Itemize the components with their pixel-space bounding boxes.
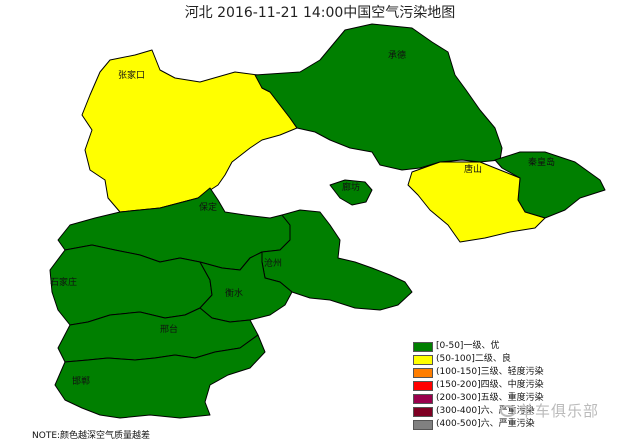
label-cangzhou: 沧州 (264, 257, 282, 269)
legend-label: (300-400]六、严重污染 (436, 406, 535, 416)
label-tangshan: 唐山 (464, 163, 482, 175)
label-handan: 邯郸 (72, 375, 90, 387)
legend: [0-50]一级、优 (50-100]二级、良 (100-150]三级、轻度污染… (413, 340, 544, 431)
legend-label: (400-500]六、严重污染 (436, 419, 535, 429)
label-xingtai: 邢台 (160, 323, 178, 335)
legend-swatch (413, 380, 433, 391)
watermark: 单车俱乐部 (500, 400, 599, 421)
region-handan[interactable] (54, 334, 266, 419)
legend-swatch (413, 354, 433, 365)
map-note: NOTE:颜色越深空气质量越差 (32, 431, 151, 441)
legend-item: (100-150]三级、轻度污染 (413, 366, 544, 379)
legend-label: (100-150]三级、轻度污染 (436, 367, 544, 377)
legend-item: (300-400]六、严重污染 (413, 405, 544, 418)
map-title: 河北 2016-11-21 14:00中国空气污染地图 (184, 5, 456, 21)
region-chengde[interactable] (254, 23, 503, 171)
legend-label: [0-50]一级、优 (436, 341, 500, 351)
label-hengshui: 衡水 (225, 287, 243, 299)
region-zhangjiakou[interactable] (81, 49, 298, 213)
legend-label: (200-300]五级、重度污染 (436, 393, 544, 403)
legend-swatch (413, 393, 433, 404)
label-baoding: 保定 (199, 201, 217, 213)
legend-item: (400-500]六、严重污染 (413, 418, 544, 431)
legend-swatch (413, 341, 433, 352)
label-shijiazhuang: 石家庄 (50, 276, 77, 288)
region-langfang[interactable] (329, 179, 373, 206)
legend-item: (150-200]四级、中度污染 (413, 379, 544, 392)
legend-swatch (413, 406, 433, 417)
label-langfang: 廊坊 (342, 181, 360, 193)
label-qinhuangdao: 秦皇岛 (528, 156, 555, 168)
legend-label: (50-100]二级、良 (436, 354, 511, 364)
watermark-text: 单车俱乐部 (519, 402, 600, 420)
legend-swatch (413, 367, 433, 378)
label-zhangjiakou: 张家口 (118, 69, 145, 81)
legend-label: (150-200]四级、中度污染 (436, 380, 544, 390)
region-tangshan[interactable] (407, 161, 546, 243)
label-chengde: 承德 (388, 49, 406, 61)
region-hengshui[interactable] (199, 251, 293, 323)
legend-item: [0-50]一级、优 (413, 340, 544, 353)
legend-item: (50-100]二级、良 (413, 353, 544, 366)
legend-swatch (413, 419, 433, 430)
wechat-icon (500, 404, 516, 417)
legend-item: (200-300]五级、重度污染 (413, 392, 544, 405)
